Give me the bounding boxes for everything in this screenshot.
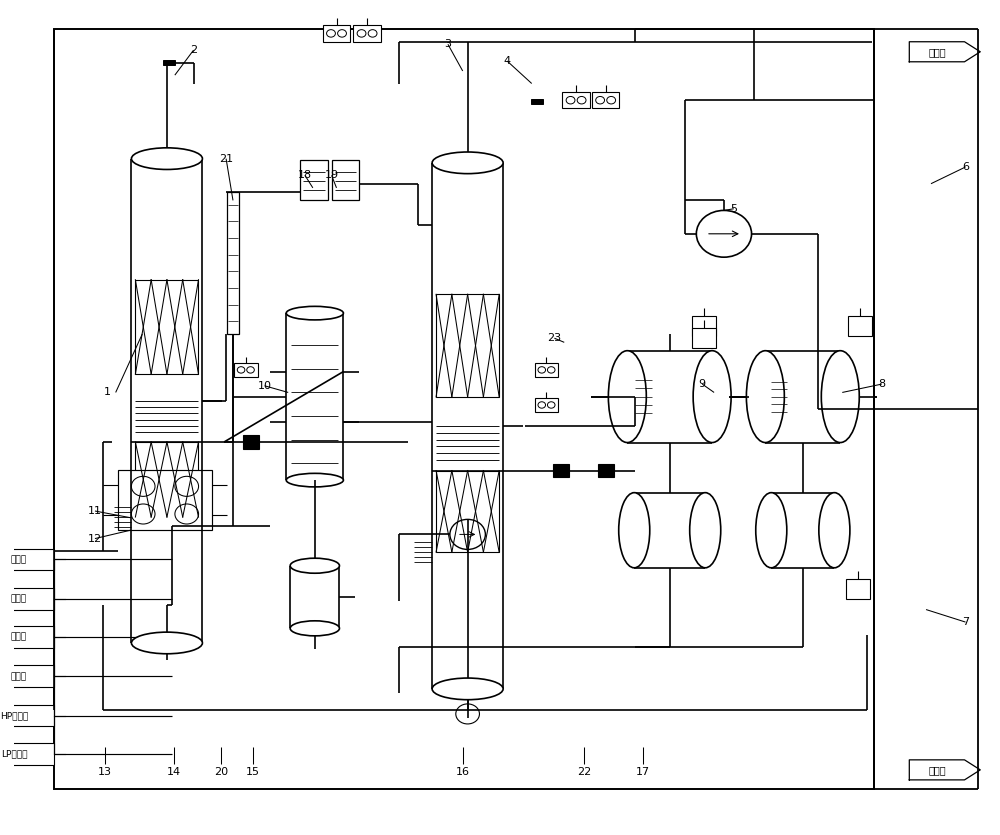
Ellipse shape bbox=[286, 473, 343, 487]
Text: 22: 22 bbox=[577, 767, 591, 777]
Text: 6: 6 bbox=[962, 162, 969, 172]
Bar bbox=[562, 92, 590, 109]
Circle shape bbox=[566, 97, 575, 104]
Ellipse shape bbox=[619, 493, 650, 568]
Bar bbox=[54, 29, 874, 789]
Circle shape bbox=[547, 367, 555, 373]
Text: 贫胺液: 贫胺液 bbox=[11, 555, 27, 564]
Bar bbox=[436, 471, 499, 552]
Ellipse shape bbox=[290, 621, 339, 636]
Circle shape bbox=[538, 402, 546, 408]
Bar bbox=[592, 92, 619, 109]
Bar bbox=[0, 743, 54, 765]
Bar bbox=[531, 99, 543, 104]
Circle shape bbox=[538, 367, 546, 373]
Bar bbox=[243, 435, 259, 448]
Ellipse shape bbox=[131, 148, 202, 170]
Bar bbox=[692, 328, 716, 348]
Circle shape bbox=[131, 476, 155, 496]
Bar bbox=[300, 160, 328, 200]
Text: 3: 3 bbox=[444, 39, 451, 49]
Circle shape bbox=[175, 504, 199, 524]
Ellipse shape bbox=[432, 678, 503, 700]
Ellipse shape bbox=[746, 351, 784, 443]
Circle shape bbox=[175, 476, 199, 496]
Circle shape bbox=[547, 402, 555, 408]
Circle shape bbox=[450, 519, 485, 549]
Text: 19: 19 bbox=[325, 170, 339, 180]
Text: 4: 4 bbox=[504, 56, 511, 66]
Bar bbox=[163, 60, 175, 65]
Text: 14: 14 bbox=[167, 767, 181, 777]
Text: 热烟气: 热烟气 bbox=[928, 47, 946, 57]
Bar bbox=[0, 626, 54, 648]
Text: 11: 11 bbox=[88, 506, 102, 516]
Text: 23: 23 bbox=[547, 333, 561, 343]
Text: 2: 2 bbox=[190, 45, 197, 55]
Text: 13: 13 bbox=[98, 767, 112, 777]
Text: 5: 5 bbox=[730, 204, 737, 214]
Circle shape bbox=[696, 210, 752, 257]
Circle shape bbox=[338, 30, 346, 37]
Circle shape bbox=[357, 30, 366, 37]
Circle shape bbox=[368, 30, 377, 37]
Bar bbox=[118, 470, 212, 530]
Text: 8: 8 bbox=[878, 379, 885, 389]
Ellipse shape bbox=[608, 351, 646, 443]
Ellipse shape bbox=[693, 351, 731, 443]
Text: 16: 16 bbox=[456, 767, 470, 777]
Circle shape bbox=[577, 97, 586, 104]
Circle shape bbox=[456, 704, 479, 724]
Ellipse shape bbox=[821, 351, 859, 443]
Text: 21: 21 bbox=[219, 154, 233, 164]
Bar bbox=[0, 705, 54, 726]
Ellipse shape bbox=[690, 493, 721, 568]
Ellipse shape bbox=[819, 493, 850, 568]
Text: 冷烟气: 冷烟气 bbox=[928, 765, 946, 775]
Bar bbox=[135, 442, 198, 517]
Bar bbox=[135, 280, 198, 374]
Circle shape bbox=[607, 97, 616, 104]
Bar bbox=[535, 363, 558, 377]
Text: 10: 10 bbox=[258, 381, 272, 391]
Bar bbox=[692, 316, 716, 336]
Ellipse shape bbox=[432, 152, 503, 174]
Ellipse shape bbox=[286, 306, 343, 320]
Bar bbox=[846, 579, 870, 599]
Text: 1: 1 bbox=[104, 387, 111, 397]
Circle shape bbox=[131, 504, 155, 524]
Bar bbox=[848, 316, 872, 336]
Bar bbox=[535, 398, 558, 412]
Bar bbox=[323, 25, 350, 42]
Circle shape bbox=[247, 367, 254, 373]
Bar bbox=[0, 665, 54, 687]
Ellipse shape bbox=[756, 493, 787, 568]
Circle shape bbox=[327, 30, 335, 37]
Circle shape bbox=[596, 97, 605, 104]
Bar bbox=[227, 192, 239, 334]
Text: 18: 18 bbox=[298, 170, 312, 180]
Text: 17: 17 bbox=[636, 767, 650, 777]
Text: HP凝结液: HP凝结液 bbox=[0, 711, 28, 720]
Bar bbox=[332, 160, 359, 200]
Bar bbox=[598, 464, 614, 478]
Bar bbox=[553, 464, 569, 478]
Text: 20: 20 bbox=[214, 767, 228, 777]
Text: 凝结水: 凝结水 bbox=[11, 633, 27, 641]
Ellipse shape bbox=[131, 632, 202, 654]
Text: 12: 12 bbox=[88, 534, 102, 544]
Bar bbox=[436, 295, 499, 397]
Text: 生蒸汽: 生蒸汽 bbox=[11, 672, 27, 681]
Text: 15: 15 bbox=[246, 767, 260, 777]
Bar bbox=[353, 25, 381, 42]
Text: LP凝结液: LP凝结液 bbox=[1, 750, 27, 758]
Text: 7: 7 bbox=[962, 617, 969, 627]
Circle shape bbox=[237, 367, 245, 373]
Text: 9: 9 bbox=[699, 379, 706, 389]
Bar bbox=[234, 363, 258, 377]
Bar bbox=[0, 588, 54, 610]
Text: 富胺液: 富胺液 bbox=[11, 595, 27, 603]
Ellipse shape bbox=[290, 559, 339, 574]
Bar bbox=[0, 549, 54, 570]
